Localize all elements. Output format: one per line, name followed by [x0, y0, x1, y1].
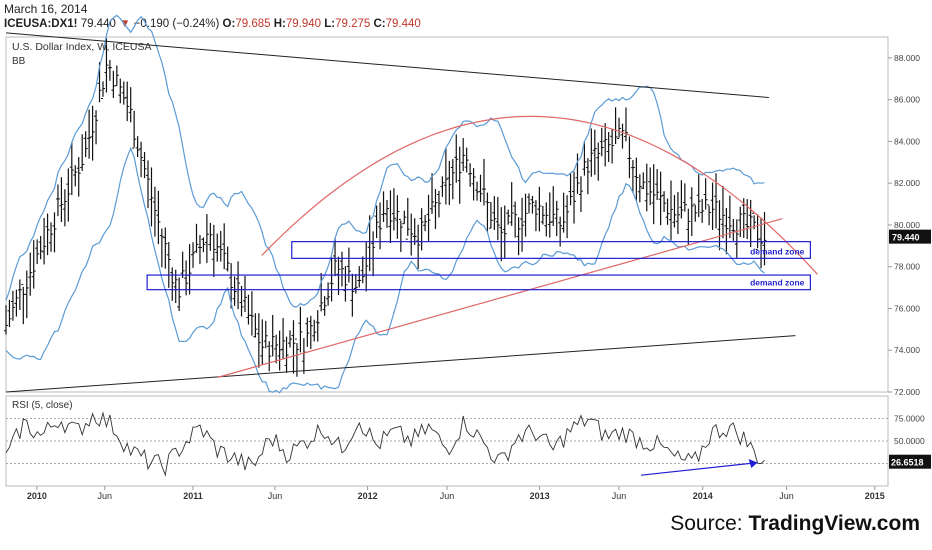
x-tick-label: Jun — [779, 491, 794, 501]
source-credit: Source: TradingView.com — [670, 512, 920, 536]
low-label: L: — [324, 18, 336, 30]
bollinger-lower-band — [5, 146, 765, 394]
demand-zone-lower-box[interactable] — [146, 274, 811, 291]
upper-trendline — [5, 32, 769, 99]
rsi-last-value-label: 26.6518 — [891, 458, 924, 468]
main-pane-frame — [5, 36, 889, 393]
rsi-arrow-head-icon — [748, 459, 758, 468]
rsi-line — [5, 411, 765, 477]
close-value: 79.440 — [385, 18, 421, 30]
rsi-tick-label: 75.0000 — [894, 414, 925, 424]
y-tick-label: 86.000 — [894, 95, 920, 105]
x-tick-label: Jun — [612, 491, 627, 501]
last-price-tag[interactable] — [889, 229, 931, 244]
x-tick-label: Jun — [98, 491, 113, 501]
main-pane-title: U.S. Dollar Index, W, ICEUSA — [12, 41, 151, 53]
chart-date: March 16, 2014 — [4, 2, 88, 16]
x-tick-label: 2015 — [865, 491, 885, 501]
x-tick-label: 2010 — [27, 491, 47, 501]
rsi-divergence-arrow — [640, 462, 758, 476]
y-tick-label: 80.000 — [894, 220, 920, 230]
open-label: O: — [222, 18, 236, 30]
demand-zone-upper-box[interactable] — [291, 241, 811, 259]
red-arc-curve — [261, 115, 818, 275]
price-change: −0.190 (−0.24%) — [133, 18, 220, 30]
x-tick-label: 2013 — [530, 491, 550, 501]
high-label: H: — [273, 18, 286, 30]
source-prefix: Source: — [670, 512, 749, 535]
y-tick-label: 88.000 — [894, 53, 920, 63]
last-price-tag-label: 79.440 — [892, 233, 920, 243]
y-tick-label: 74.000 — [894, 345, 920, 355]
demand-zone-lower-label: demand zone — [750, 278, 805, 288]
rsi-last-value-tag[interactable] — [889, 454, 931, 469]
rsi-tick-label: 50.0000 — [894, 436, 925, 446]
x-tick-label: 2012 — [358, 491, 378, 501]
high-value: 79.940 — [285, 18, 322, 30]
close-label: C: — [373, 18, 386, 30]
lower-trendline — [5, 335, 796, 393]
last-price: 79.440 — [80, 18, 116, 30]
x-tick-label: 2011 — [183, 491, 203, 501]
x-tick-label: Jun — [440, 491, 455, 501]
y-tick-label: 82.000 — [894, 178, 920, 188]
bollinger-upper-band — [5, 14, 765, 308]
source-brand[interactable]: TradingView.com — [748, 512, 920, 535]
demand-zone-upper-label: demand zone — [750, 246, 805, 256]
x-tick-label: 2014 — [693, 491, 713, 501]
x-tick-label: Jun — [268, 491, 283, 501]
red-support-trendline — [217, 218, 783, 378]
low-value: 79.275 — [335, 18, 371, 30]
y-tick-label: 72.000 — [894, 387, 920, 397]
y-tick-label: 84.000 — [894, 136, 920, 146]
y-tick-label: 78.000 — [894, 262, 920, 272]
rsi-pane-title: RSI (5, close) — [12, 400, 73, 411]
bb-indicator-label: BB — [12, 56, 26, 67]
symbol-name[interactable]: ICEUSA:DX1! — [4, 18, 78, 30]
open-value: 79.685 — [235, 18, 271, 30]
y-tick-label: 76.000 — [894, 303, 920, 313]
